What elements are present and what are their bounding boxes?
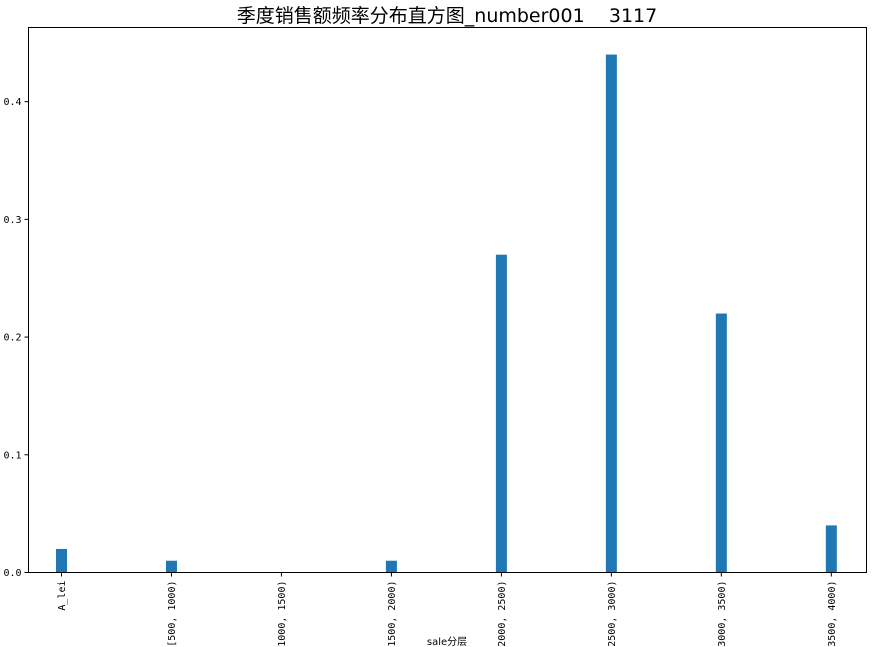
x-tick-label: [500, 1000) xyxy=(167,581,178,647)
x-tick-label: [2500, 3000) xyxy=(607,581,618,647)
x-tick-label: [3500, 4000) xyxy=(827,581,838,647)
chart-title: 季度销售额频率分布直方图_number001 3117 xyxy=(237,5,657,27)
x-tick-label: [1500, 2000) xyxy=(387,581,398,647)
y-tick-label: 0.4 xyxy=(3,97,21,108)
x-tick-label: [1000, 1500) xyxy=(277,581,288,647)
bar xyxy=(495,254,507,573)
y-tick-label: 0.2 xyxy=(3,333,21,344)
bar xyxy=(715,313,727,573)
bar xyxy=(385,560,397,573)
plot-frame xyxy=(28,27,867,573)
x-tick-label: A_lei xyxy=(57,581,68,611)
bar xyxy=(55,548,67,573)
bar xyxy=(825,525,837,573)
bar xyxy=(165,560,177,573)
x-axis-label: sale分层 xyxy=(427,636,467,647)
y-tick-label: 0.3 xyxy=(3,215,21,226)
y-tick-label: 0.1 xyxy=(3,450,21,461)
bar xyxy=(605,54,617,573)
x-tick-label: [2000, 2500) xyxy=(497,581,508,647)
y-tick-label: 0.0 xyxy=(3,568,21,579)
x-tick-label: [3000, 3500) xyxy=(717,581,728,647)
